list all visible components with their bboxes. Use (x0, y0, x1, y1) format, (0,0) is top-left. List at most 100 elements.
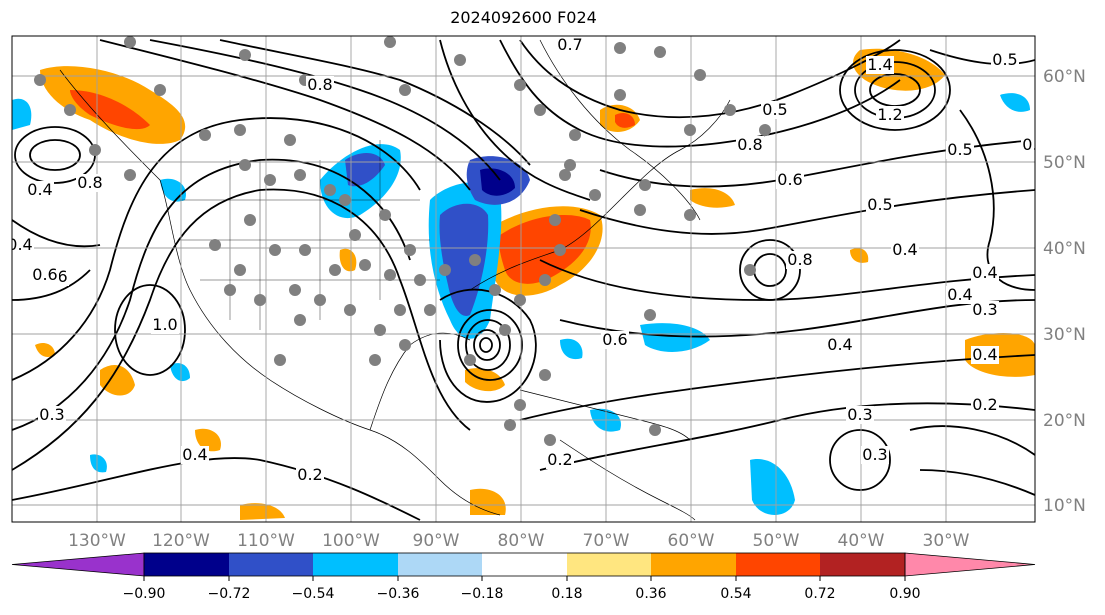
longitude-axis: 130°W 120°W 110°W 100°W 90°W 80°W 70°W 60°W 50°W… (68, 531, 970, 551)
contour-label-bg (736, 136, 764, 154)
coastline (469, 99, 731, 291)
contour-label: 0.6 (32, 265, 57, 284)
lon-tick-label: 80°W (498, 531, 545, 551)
colorbar-tick-label: 0.18 (551, 586, 582, 602)
contour-label-bg (12, 236, 34, 254)
station-dot (269, 244, 281, 256)
colorbar-segment (398, 553, 482, 576)
station-dot (239, 159, 251, 171)
station-dot (404, 244, 416, 256)
station-dot (559, 169, 571, 181)
gridlines (12, 36, 1035, 522)
contour-label: 1.2 (877, 105, 902, 124)
station-dot (569, 129, 581, 141)
lon-tick-label: 30°W (923, 531, 970, 551)
contour-label: 0.2 (297, 465, 322, 484)
contour-label-bg (971, 301, 999, 319)
station-dot (254, 294, 266, 306)
contour-line (839, 49, 951, 131)
colorbar-tick-label: −0.54 (292, 586, 335, 602)
station-dots (34, 36, 771, 446)
station-dot (654, 46, 666, 58)
contour-line (519, 354, 1035, 421)
contour-label: 0.6 (777, 170, 802, 189)
colorbar-tick-label: 0.54 (720, 586, 751, 602)
station-dot (234, 264, 246, 276)
coastline (559, 439, 696, 521)
shade-patch-orange (35, 343, 55, 357)
colorbar-segment (313, 553, 398, 576)
station-dot (374, 324, 386, 336)
contour-label: 0.3 (862, 445, 887, 464)
contour-label-bg (151, 316, 179, 334)
station-dot (349, 229, 361, 241)
contour-label-bg (946, 286, 974, 304)
colorbar-segment (651, 553, 736, 576)
colorbar-tick-label: 0.36 (635, 586, 666, 602)
contour-label-bg (946, 141, 974, 159)
contour-line (929, 49, 1035, 66)
colorbar-segment (736, 553, 820, 576)
station-dot (564, 159, 576, 171)
contour-line (12, 457, 421, 521)
station-dot (289, 284, 301, 296)
lat-tick-label: 40°N (1043, 239, 1086, 259)
station-dot (724, 104, 736, 116)
contour-label: 0.4 (972, 345, 997, 364)
lon-tick-label: 70°W (583, 531, 630, 551)
lat-tick-label: 20°N (1043, 411, 1086, 431)
station-dot (684, 124, 696, 136)
station-dot (759, 124, 771, 136)
colorbar-tick-label: 0.90 (889, 586, 920, 602)
contour-label-bg (786, 251, 814, 269)
station-dot (274, 354, 286, 366)
contour-line (579, 189, 1035, 235)
contour-line (473, 329, 501, 361)
contour-label-bg (971, 346, 999, 364)
contour-label: 0.2 (972, 395, 997, 414)
contour-label-bg (861, 446, 889, 464)
station-dot (539, 369, 551, 381)
station-dot (284, 134, 296, 146)
map-title: 2024092600 F024 (450, 8, 597, 27)
contour-line (499, 39, 901, 148)
colorbar: −0.90 −0.72 −0.54 −0.36 −0.18 0.18 0.36 0.54 0.7… (11, 552, 1036, 602)
shade-patch-lightblue (560, 338, 583, 360)
colorbar-tick-label: −0.36 (377, 586, 420, 602)
station-dot (224, 284, 236, 296)
contour-label-bg (876, 106, 904, 124)
lat-tick-label: 30°N (1043, 325, 1086, 345)
contour-line (12, 219, 101, 248)
shade-patch-orange (339, 248, 357, 272)
contour-label: 0.2 (547, 450, 572, 469)
shade-patch-lightblue (1000, 93, 1030, 112)
contour-line (465, 319, 511, 371)
station-dot (539, 274, 551, 286)
lon-tick-label: 130°W (68, 531, 126, 551)
station-dot (639, 179, 651, 191)
state-border (180, 140, 440, 330)
station-dot (469, 254, 481, 266)
shade-patch-orange (470, 488, 506, 515)
station-dot (614, 42, 626, 54)
contour-line (539, 259, 1035, 301)
contour-label-bg (38, 406, 66, 424)
contour-label-bg (546, 451, 574, 469)
station-dot (199, 129, 211, 141)
station-dot (294, 169, 306, 181)
contour-label-bg (76, 174, 104, 192)
contour-label: 0.4 (27, 180, 52, 199)
colorbar-segment (144, 553, 229, 576)
contour-label: 1.4 (867, 55, 892, 74)
colorbar-tick-label: −0.18 (461, 586, 504, 602)
state-borders (180, 140, 440, 330)
contour-label: 0.5 (762, 100, 787, 119)
colorbar-tick-label: −0.72 (208, 586, 251, 602)
station-dot (414, 274, 426, 286)
station-dot (534, 104, 546, 116)
contour-label-bg (866, 56, 894, 74)
contour-label-bg (846, 406, 874, 424)
shade-patch-lightblue (750, 459, 795, 515)
shade-patch-red (499, 215, 591, 284)
station-dot (514, 399, 526, 411)
